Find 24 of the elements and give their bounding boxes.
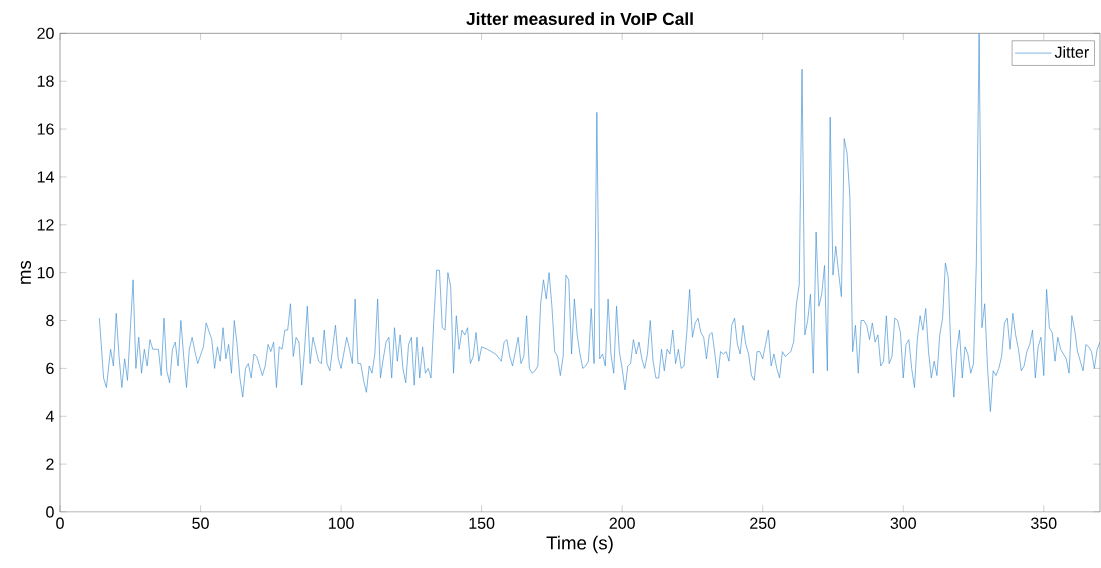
x-tick-label: 250 xyxy=(750,517,776,529)
x-tick-label: 150 xyxy=(469,517,495,529)
y-tick-label: 12 xyxy=(37,219,54,231)
x-tick-label: 300 xyxy=(890,517,916,529)
line-series xyxy=(99,33,1100,412)
y-tick-label: 18 xyxy=(37,75,54,87)
y-tick-label: 2 xyxy=(46,458,54,470)
x-tick-label: 0 xyxy=(56,517,64,529)
y-tick-label: 14 xyxy=(37,171,54,183)
x-axis-title: Time (s) xyxy=(546,535,613,554)
y-tick-label: 6 xyxy=(46,362,54,375)
y-tick-label: 20 xyxy=(37,27,54,39)
y-tick-label: 16 xyxy=(37,123,54,135)
y-tick-label: 10 xyxy=(37,267,54,279)
x-tick-label: 50 xyxy=(192,517,209,529)
y-tick-label: 8 xyxy=(46,314,54,327)
y-tick-label: 0 xyxy=(46,506,54,518)
y-tick-label: 4 xyxy=(45,410,54,422)
x-tick-label: 200 xyxy=(609,517,635,529)
x-tick-label: 100 xyxy=(328,517,354,529)
x-tick-label: 350 xyxy=(1031,517,1057,529)
chart-title: Jitter measured in VoIP Call xyxy=(466,12,693,26)
legend-label: Jitter xyxy=(1054,46,1089,58)
y-axis-title: ms xyxy=(20,260,32,284)
